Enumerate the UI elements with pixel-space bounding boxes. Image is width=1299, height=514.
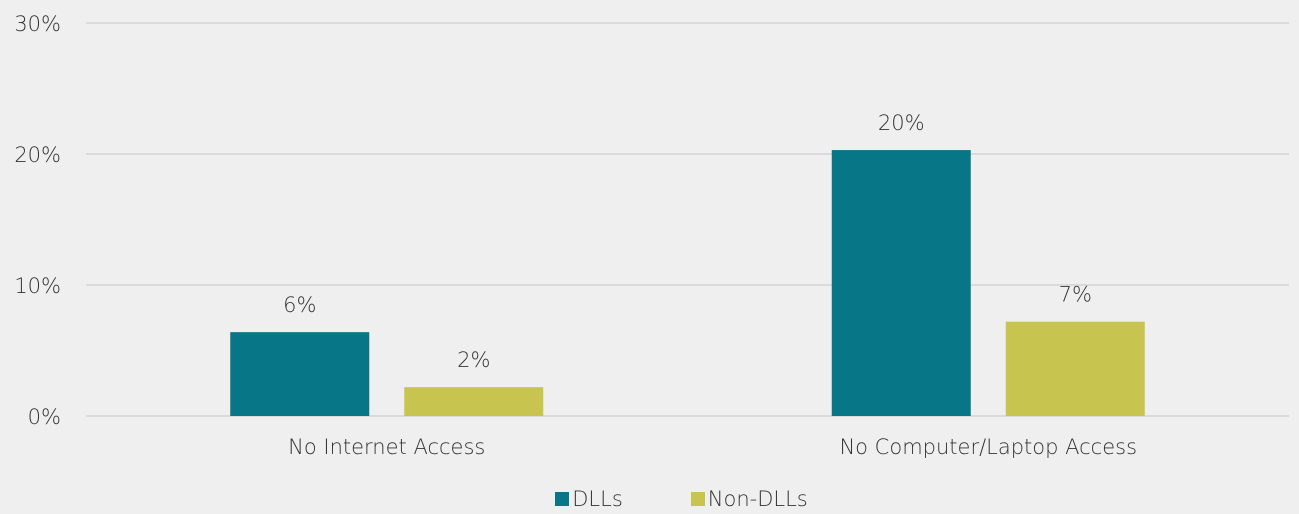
y-tick-label: 30% — [14, 12, 61, 36]
bar-0-0 — [230, 332, 370, 416]
legend-label-dlls: DLLs — [572, 487, 623, 511]
data-label: 2% — [457, 348, 490, 372]
legend-item-dlls: DLLs — [555, 487, 623, 511]
data-label: 7% — [1059, 283, 1092, 307]
data-label: 20% — [878, 111, 925, 135]
bar-1-1 — [1005, 321, 1145, 416]
bar-0-1 — [831, 150, 971, 416]
legend-label-non-dlls: Non-DLLs — [707, 487, 808, 511]
bar-1-0 — [404, 387, 544, 416]
y-tick-label: 10% — [14, 274, 61, 298]
y-tick-label: 20% — [14, 143, 61, 167]
x-tick-label: No Computer/Laptop Access — [839, 435, 1137, 459]
legend-swatch-non-dlls — [690, 492, 705, 506]
x-tick-label: No Internet Access — [288, 435, 485, 459]
legend: DLLs Non-DLLs — [32, 484, 1299, 514]
legend-item-non-dlls: Non-DLLs — [690, 487, 808, 511]
legend-swatch-dlls — [555, 492, 570, 506]
data-label: 6% — [283, 293, 316, 317]
y-tick-label: 0% — [28, 405, 61, 429]
bar-chart-svg: 0% 10% 20% 30% 6% 2% No Internet Access 20% 7% No… — [14, 12, 1289, 459]
